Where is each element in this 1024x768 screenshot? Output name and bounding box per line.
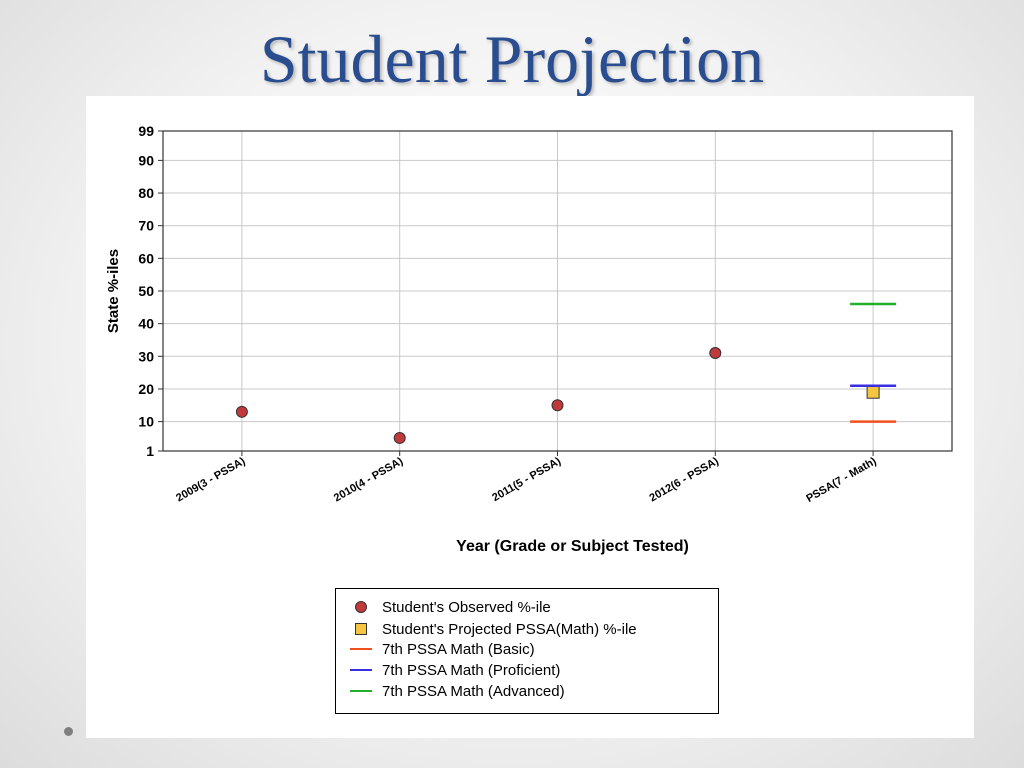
x-tick-label: 2009(3 - PSSA)	[174, 455, 248, 504]
y-tick-label: 30	[138, 348, 154, 364]
advanced-line-icon	[350, 684, 372, 698]
observed-marker-icon	[350, 600, 372, 614]
legend-label: 7th PSSA Math (Advanced)	[382, 682, 565, 700]
bullet-icon	[64, 727, 73, 736]
x-tick-label: 2010(4 - PSSA)	[332, 455, 406, 504]
projected-marker-icon	[350, 622, 372, 636]
proficient-line-icon	[350, 663, 372, 677]
y-axis-title: State %-iles	[105, 249, 122, 333]
x-tick-label: 2011(5 - PSSA)	[490, 455, 563, 504]
x-axis-title: Year (Grade or Subject Tested)	[456, 538, 689, 555]
y-tick-label: 40	[138, 316, 154, 332]
x-tick-label: 2012(6 - PSSA)	[648, 455, 722, 504]
y-tick-label: 20	[138, 381, 154, 397]
y-tick-label: 1	[146, 443, 154, 459]
slide-title: Student Projection	[259, 21, 765, 97]
chart-panel: 1 10 20 30 40 50 60 70 80 90 99 2009(3 - PSSA) 2010(…	[86, 96, 974, 738]
legend-item-projected: Student's Projected PSSA(Math) %-ile	[350, 619, 637, 639]
legend-item-proficient: 7th PSSA Math (Proficient)	[350, 660, 560, 680]
chart-legend: Student's Observed %-ile Student's Proje…	[335, 588, 719, 714]
observed-point	[235, 405, 248, 418]
legend-label: Student's Observed %-ile	[382, 598, 551, 616]
legend-item-advanced: 7th PSSA Math (Advanced)	[350, 681, 565, 701]
y-tick-label: 80	[138, 185, 154, 201]
observed-point	[709, 347, 722, 360]
x-tick-label: PSSA(7 - Math)	[804, 455, 879, 505]
y-tick-label: 70	[138, 218, 154, 234]
legend-label: Student's Projected PSSA(Math) %-ile	[382, 620, 637, 638]
legend-label: 7th PSSA Math (Basic)	[382, 640, 535, 658]
legend-item-basic: 7th PSSA Math (Basic)	[350, 639, 535, 659]
y-tick-label: 99	[138, 123, 154, 139]
legend-label: 7th PSSA Math (Proficient)	[382, 661, 561, 679]
y-tick-label: 90	[138, 152, 154, 168]
y-tick-label: 50	[138, 283, 154, 299]
observed-point	[393, 431, 406, 444]
observed-point	[551, 399, 564, 412]
basic-line-icon	[350, 642, 372, 656]
scatter-chart: 1 10 20 30 40 50 60 70 80 90 99 2009(3 - PSSA) 2010(…	[105, 123, 953, 555]
projected-point	[866, 385, 880, 399]
legend-item-observed: Student's Observed %-ile	[350, 597, 551, 617]
y-tick-label: 60	[138, 250, 154, 266]
y-tick-label: 10	[138, 414, 154, 430]
